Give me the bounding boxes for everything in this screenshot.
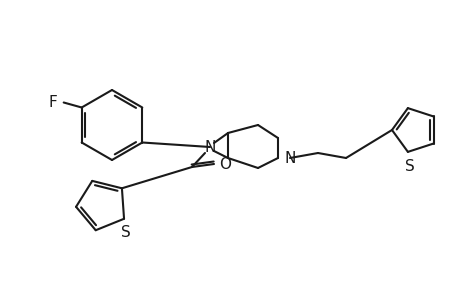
Text: S: S — [404, 159, 414, 174]
Text: O: O — [218, 157, 230, 172]
Text: N: N — [285, 151, 296, 166]
Text: N: N — [204, 140, 215, 154]
Text: S: S — [121, 225, 131, 240]
Text: F: F — [49, 95, 57, 110]
